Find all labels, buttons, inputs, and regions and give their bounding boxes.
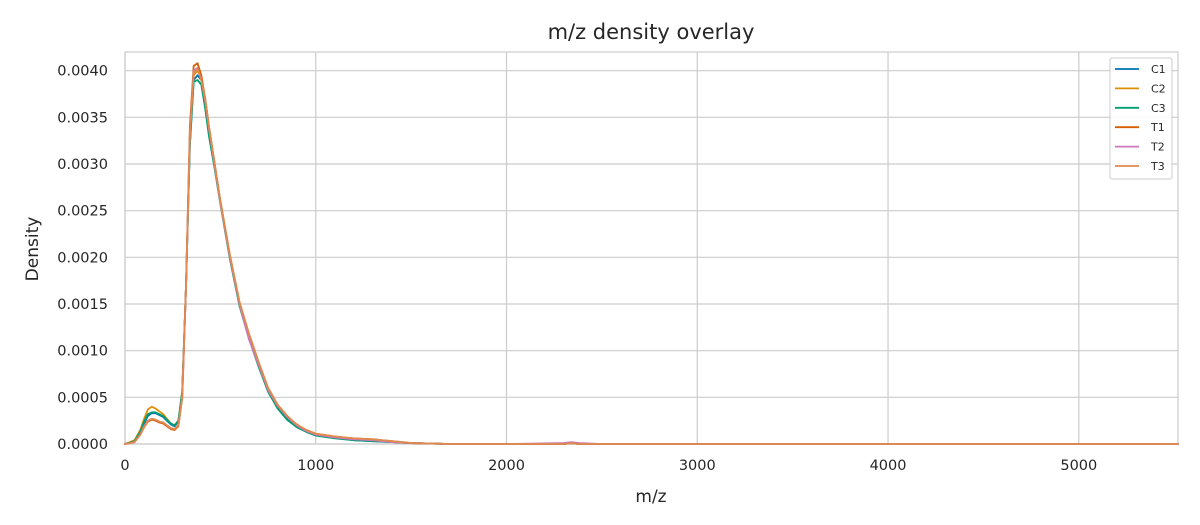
x-tick-label: 3000 bbox=[679, 458, 716, 474]
x-tick-label: 0 bbox=[120, 458, 129, 474]
legend-label: T1 bbox=[1150, 121, 1165, 134]
legend-label: T3 bbox=[1150, 160, 1165, 173]
chart-title: m/z density overlay bbox=[548, 20, 755, 44]
grid bbox=[124, 52, 1178, 445]
y-tick-label: 0.0010 bbox=[57, 344, 108, 360]
legend-label: C3 bbox=[1151, 102, 1166, 115]
y-tick-label: 0.0005 bbox=[57, 390, 108, 406]
legend-label: T2 bbox=[1150, 141, 1165, 154]
y-tick-label: 0.0000 bbox=[57, 437, 108, 453]
series-lines bbox=[124, 62, 1179, 445]
x-tick-label: 2000 bbox=[488, 458, 525, 474]
y-tick-label: 0.0030 bbox=[57, 157, 108, 173]
series-line-t3 bbox=[124, 67, 1179, 445]
y-tick-label: 0.0020 bbox=[57, 250, 108, 266]
legend: C1 C2 C3 T1 T2 T3 bbox=[1109, 57, 1173, 180]
y-tick-label: 0.0025 bbox=[57, 204, 108, 220]
x-axis-label: m/z bbox=[635, 487, 666, 507]
y-tick-label: 0.0040 bbox=[57, 64, 108, 80]
y-tick-label: 0.0035 bbox=[57, 110, 108, 126]
legend-label: C1 bbox=[1151, 63, 1166, 76]
legend-label: C2 bbox=[1151, 82, 1166, 95]
x-tick-label: 5000 bbox=[1060, 458, 1097, 474]
x-tick-label: 1000 bbox=[297, 458, 334, 474]
y-axis-label: Density bbox=[23, 217, 43, 282]
tick-labels: 0 1000 2000 3000 4000 5000 0.0000 0.0005 0.0010 0… bbox=[57, 64, 1097, 474]
x-tick-label: 4000 bbox=[870, 458, 907, 474]
y-tick-label: 0.0015 bbox=[57, 297, 108, 313]
